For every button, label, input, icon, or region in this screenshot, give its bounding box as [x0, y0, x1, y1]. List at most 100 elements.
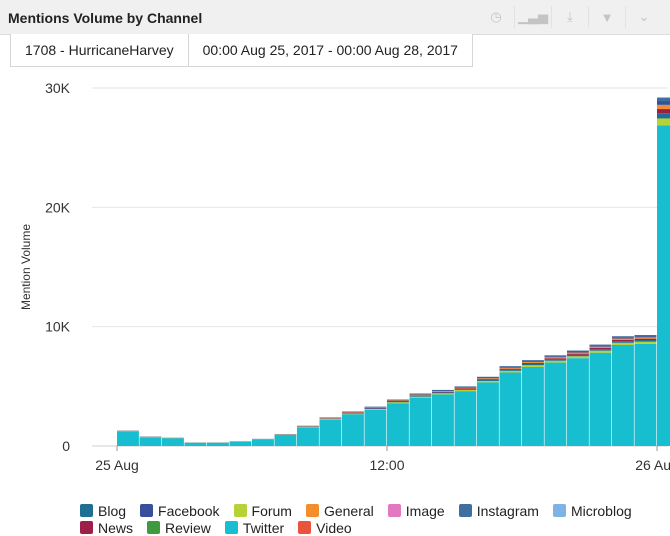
bar-segment — [230, 442, 252, 446]
bar-segment — [657, 101, 670, 105]
bar[interactable] — [455, 386, 477, 446]
bar-segment — [455, 387, 477, 388]
bar[interactable] — [545, 355, 567, 446]
bar-segment — [590, 348, 612, 349]
bar[interactable] — [117, 430, 139, 446]
bar-segment — [477, 379, 499, 380]
bar[interactable] — [342, 411, 364, 446]
bar-segment — [477, 377, 499, 378]
bar[interactable] — [365, 407, 387, 446]
bar-segment — [410, 394, 432, 395]
bar-segment — [635, 340, 657, 342]
bar-segment — [477, 382, 499, 446]
legend-swatch — [234, 504, 247, 517]
bar-segment — [612, 337, 634, 338]
bar-chart-icon[interactable]: ▁▃▅ — [514, 6, 551, 28]
bar[interactable] — [320, 417, 342, 446]
bar[interactable] — [522, 360, 544, 446]
legend-label: Microblog — [571, 503, 632, 519]
bar[interactable] — [567, 351, 589, 446]
bar[interactable] — [387, 399, 409, 446]
bar-segment — [455, 386, 477, 387]
bar-segment — [477, 378, 499, 379]
bar-segment — [455, 391, 477, 446]
bar-segment — [387, 400, 409, 401]
bar-segment — [387, 401, 409, 402]
legend-item[interactable]: Twitter — [225, 519, 284, 536]
bar[interactable] — [612, 336, 634, 446]
bar-segment — [657, 113, 670, 118]
bar-segment — [432, 393, 454, 394]
bar-segment — [432, 390, 454, 391]
bar[interactable] — [185, 442, 207, 446]
bar-segment — [522, 360, 544, 361]
bar-segment — [387, 400, 409, 401]
bar[interactable] — [432, 390, 454, 446]
legend-item[interactable]: Microblog — [553, 502, 632, 519]
bar-segment — [590, 346, 612, 347]
bar[interactable] — [140, 436, 162, 446]
bar-segment — [252, 439, 274, 446]
legend-swatch — [80, 504, 93, 517]
bar-segment — [185, 443, 207, 446]
bar-segment — [477, 377, 499, 378]
bar-segment — [500, 368, 522, 369]
query-filter[interactable]: 1708 - HurricaneHarvey — [11, 34, 189, 66]
bar-segment — [387, 402, 409, 403]
legend-item[interactable]: Blog — [80, 502, 126, 519]
bar[interactable] — [297, 426, 319, 446]
bar-segment — [567, 355, 589, 356]
bar[interactable] — [162, 438, 184, 446]
filter-icon[interactable]: ▼ — [588, 6, 625, 28]
legend-swatch — [306, 504, 319, 517]
legend-item[interactable]: Image — [388, 502, 445, 519]
legend-item[interactable]: General — [306, 502, 374, 519]
legend-item[interactable]: Facebook — [140, 502, 219, 519]
bar-segment — [612, 345, 634, 446]
bar[interactable] — [410, 393, 432, 446]
bar-segment — [275, 435, 297, 446]
bar-segment — [545, 355, 567, 356]
legend-label: News — [98, 520, 133, 536]
y-tick-label: 0 — [62, 438, 70, 454]
bar-segment — [432, 391, 454, 392]
legend-label: Blog — [98, 503, 126, 519]
legend-swatch — [553, 504, 566, 517]
bar[interactable] — [635, 335, 657, 446]
bar-segment — [567, 351, 589, 352]
bar-segment — [455, 390, 477, 391]
bar-segment — [590, 345, 612, 346]
bar-segment — [387, 403, 409, 446]
legend-label: Image — [406, 503, 445, 519]
bar-segment — [500, 370, 522, 371]
legend-item[interactable]: Forum — [234, 502, 292, 519]
legend-item[interactable]: News — [80, 519, 133, 536]
bar[interactable] — [500, 366, 522, 446]
date-range-filter[interactable]: 00:00 Aug 25, 2017 - 00:00 Aug 28, 2017 — [189, 34, 472, 66]
chevron-down-icon[interactable]: ⌄ — [625, 6, 662, 28]
legend-item[interactable]: Instagram — [459, 502, 539, 519]
bar-segment — [320, 420, 342, 446]
bar[interactable] — [230, 441, 252, 446]
bar-segment — [410, 398, 432, 446]
bar[interactable] — [477, 377, 499, 446]
bar-segment — [635, 336, 657, 337]
legend-item[interactable]: Review — [147, 519, 211, 536]
bar-segment — [342, 413, 364, 414]
bar[interactable] — [252, 439, 274, 446]
clock-icon[interactable]: ◷ — [478, 6, 514, 28]
legend-label: Instagram — [477, 503, 539, 519]
legend-label: Twitter — [243, 520, 284, 536]
y-axis-label: Mention Volume — [19, 224, 33, 310]
x-tick-label: 12:00 — [369, 457, 404, 473]
bar-segment — [500, 366, 522, 367]
bar[interactable] — [207, 442, 229, 446]
download-icon[interactable]: ⤓ — [551, 6, 588, 28]
y-tick-label: 30K — [45, 80, 71, 96]
bar-segment — [522, 364, 544, 365]
legend-item[interactable]: Video — [298, 519, 352, 536]
bar-segment — [545, 363, 567, 446]
bar[interactable] — [275, 434, 297, 446]
bar[interactable] — [590, 345, 612, 446]
bar[interactable] — [657, 98, 670, 446]
